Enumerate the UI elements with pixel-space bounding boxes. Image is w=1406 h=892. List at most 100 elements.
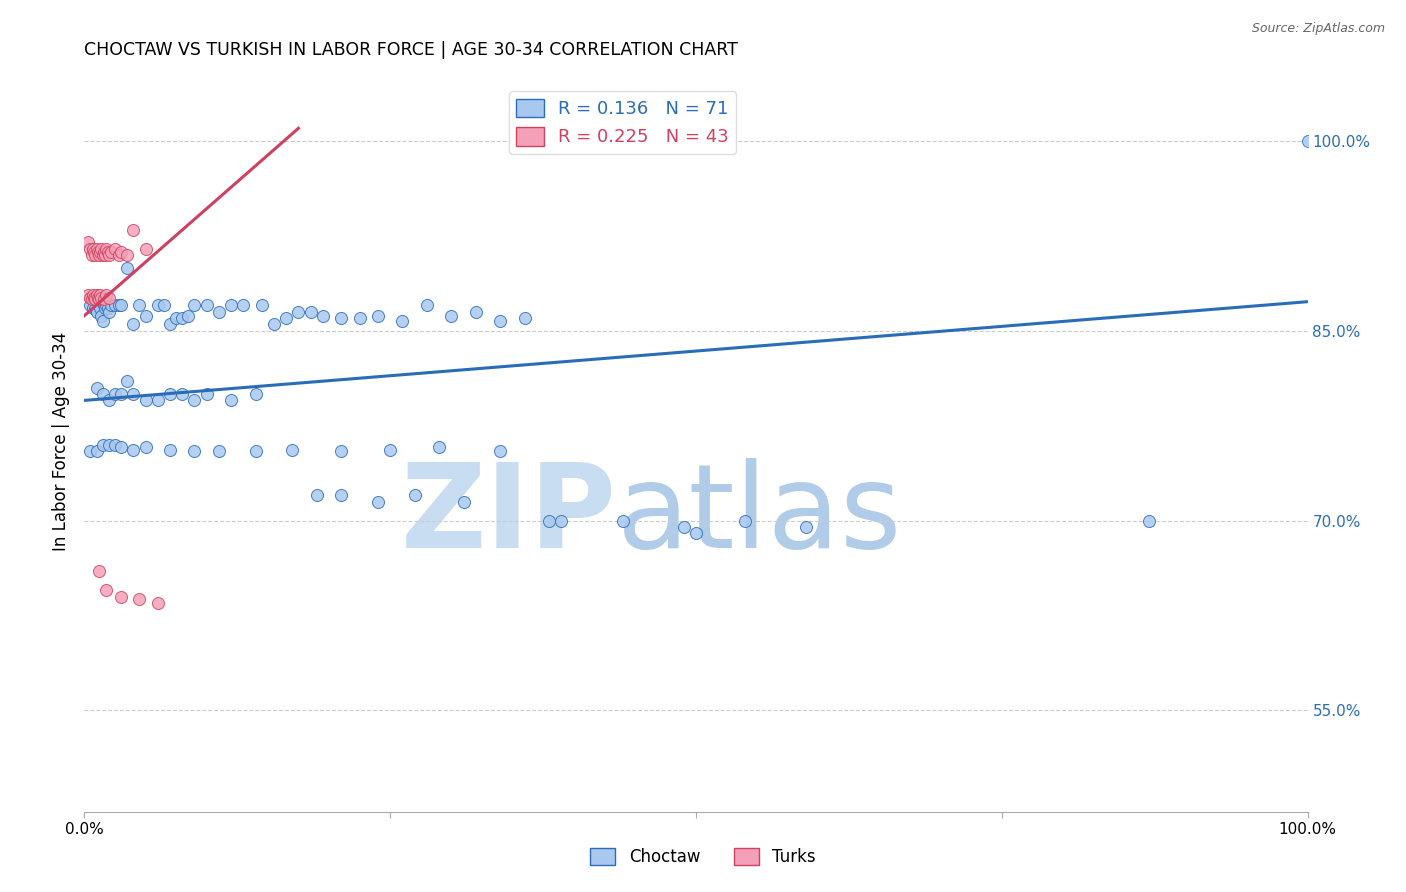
Point [219, 393, 242, 408]
Point [208, 444, 231, 458]
Text: CHOCTAW VS TURKISH IN LABOR FORCE | AGE 30-34 CORRELATION CHART: CHOCTAW VS TURKISH IN LABOR FORCE | AGE … [84, 41, 738, 59]
Point [97, 245, 120, 260]
Point [87, 298, 110, 312]
Point [87, 248, 110, 262]
Point [110, 590, 132, 604]
Point [104, 298, 127, 312]
Point [183, 298, 205, 312]
Point [82, 288, 104, 302]
Point [96, 288, 118, 302]
Legend: R = 0.136   N = 71, R = 0.225   N = 43: R = 0.136 N = 71, R = 0.225 N = 43 [509, 92, 735, 153]
Point [183, 393, 205, 408]
Point [195, 298, 218, 312]
Point [77, 235, 100, 250]
Point [287, 305, 309, 319]
Point [115, 260, 138, 275]
Legend: Choctaw, Turks: Choctaw, Turks [583, 841, 823, 873]
Point [86, 288, 108, 302]
Point [330, 444, 353, 458]
Point [538, 514, 561, 528]
Point [367, 309, 389, 323]
Point [250, 298, 273, 312]
Point [391, 314, 413, 328]
Point [195, 387, 218, 401]
Point [110, 440, 132, 454]
Point [80, 292, 103, 306]
Point [367, 494, 389, 508]
Point [93, 245, 115, 260]
Point [107, 248, 129, 262]
Point [489, 314, 512, 328]
Point [90, 242, 112, 256]
Point [87, 292, 110, 306]
Point [1137, 514, 1160, 528]
Point [153, 298, 176, 312]
Point [82, 242, 104, 256]
Point [135, 309, 157, 323]
Point [464, 305, 486, 319]
Point [416, 298, 439, 312]
Point [427, 440, 450, 454]
Point [128, 298, 150, 312]
Point [135, 440, 157, 454]
Point [208, 305, 231, 319]
Point [110, 298, 132, 312]
Point [82, 301, 104, 315]
Point [79, 291, 101, 305]
Point [89, 245, 111, 260]
Point [794, 520, 817, 534]
Point [183, 444, 205, 458]
Point [94, 301, 117, 315]
Point [146, 298, 169, 312]
Point [453, 494, 475, 508]
Point [94, 248, 117, 262]
Point [219, 298, 242, 312]
Point [172, 311, 194, 326]
Point [115, 248, 138, 262]
Point [83, 291, 105, 305]
Point [87, 564, 110, 578]
Point [90, 309, 112, 323]
Point [330, 488, 353, 502]
Point [90, 291, 112, 305]
Text: Source: ZipAtlas.com: Source: ZipAtlas.com [1251, 22, 1385, 36]
Point [612, 514, 634, 528]
Point [489, 444, 512, 458]
Point [97, 248, 120, 262]
Point [672, 520, 695, 534]
Point [79, 242, 101, 256]
Point [263, 318, 285, 332]
Point [97, 291, 120, 305]
Point [86, 305, 108, 319]
Point [100, 245, 122, 260]
Point [97, 393, 120, 408]
Point [330, 311, 353, 326]
Point [104, 242, 127, 256]
Point [734, 514, 756, 528]
Point [97, 305, 120, 319]
Point [104, 387, 127, 401]
Point [93, 298, 115, 312]
Point [87, 292, 110, 306]
Point [83, 245, 105, 260]
Point [159, 442, 181, 457]
Point [96, 242, 118, 256]
Text: ZIP: ZIP [401, 458, 616, 573]
Point [276, 311, 298, 326]
Point [281, 442, 304, 457]
Point [159, 387, 181, 401]
Point [305, 488, 328, 502]
Point [135, 393, 157, 408]
Point [86, 444, 108, 458]
Point [513, 311, 536, 326]
Point [87, 291, 110, 305]
Point [86, 242, 108, 256]
Point [135, 242, 157, 256]
Point [146, 393, 169, 408]
Point [96, 298, 118, 312]
Point [91, 387, 114, 401]
Point [84, 302, 107, 317]
Point [77, 288, 100, 302]
Point [87, 245, 110, 260]
Point [84, 248, 107, 262]
